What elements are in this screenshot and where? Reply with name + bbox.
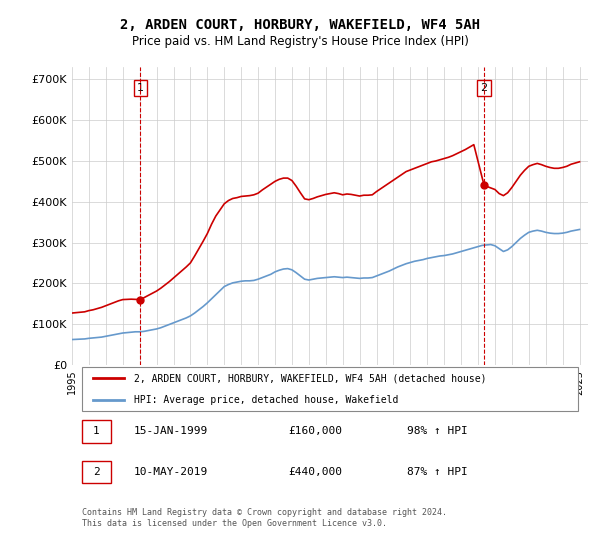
Text: Price paid vs. HM Land Registry's House Price Index (HPI): Price paid vs. HM Land Registry's House … <box>131 35 469 49</box>
Text: 10-MAY-2019: 10-MAY-2019 <box>134 467 208 477</box>
FancyBboxPatch shape <box>82 460 110 483</box>
Text: 15-JAN-1999: 15-JAN-1999 <box>134 426 208 436</box>
Text: 87% ↑ HPI: 87% ↑ HPI <box>407 467 468 477</box>
Text: 1: 1 <box>137 83 144 93</box>
Text: 2, ARDEN COURT, HORBURY, WAKEFIELD, WF4 5AH (detached house): 2, ARDEN COURT, HORBURY, WAKEFIELD, WF4 … <box>134 374 487 384</box>
Text: £160,000: £160,000 <box>289 426 343 436</box>
Text: 1: 1 <box>93 426 100 436</box>
FancyBboxPatch shape <box>82 420 110 443</box>
Text: £440,000: £440,000 <box>289 467 343 477</box>
Text: 2, ARDEN COURT, HORBURY, WAKEFIELD, WF4 5AH: 2, ARDEN COURT, HORBURY, WAKEFIELD, WF4 … <box>120 18 480 32</box>
Text: 98% ↑ HPI: 98% ↑ HPI <box>407 426 468 436</box>
FancyBboxPatch shape <box>82 367 578 411</box>
Text: Contains HM Land Registry data © Crown copyright and database right 2024.
This d: Contains HM Land Registry data © Crown c… <box>82 508 448 528</box>
Text: HPI: Average price, detached house, Wakefield: HPI: Average price, detached house, Wake… <box>134 395 398 405</box>
Text: 2: 2 <box>481 83 488 93</box>
Text: 2: 2 <box>93 467 100 477</box>
